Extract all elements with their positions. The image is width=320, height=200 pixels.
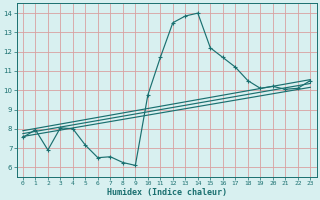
X-axis label: Humidex (Indice chaleur): Humidex (Indice chaleur) xyxy=(107,188,227,197)
